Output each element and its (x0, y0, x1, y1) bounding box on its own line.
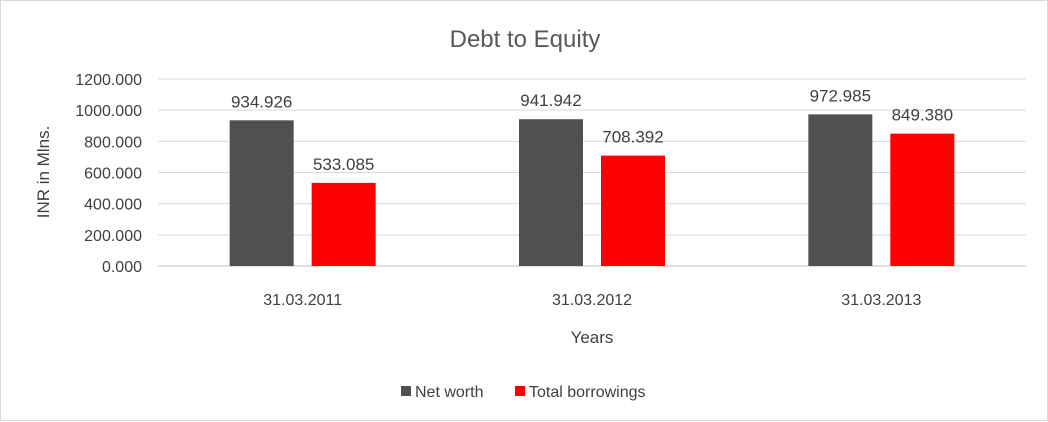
chart-title: Debt to Equity (450, 26, 601, 53)
y-tick-label: 600.000 (84, 166, 142, 183)
legend-swatch (515, 386, 525, 396)
y-axis-title: INR in Mlns. (34, 126, 53, 219)
legend-label: Net worth (415, 384, 483, 401)
legend: Net worth Total borrowings (401, 384, 646, 401)
y-tick-label: 1000.000 (75, 103, 142, 120)
x-axis-ticks: 31.03.2011 31.03.2012 31.03.2013 (263, 292, 921, 309)
data-label: 941.942 (520, 91, 581, 110)
data-label: 972.985 (810, 86, 871, 105)
bar-net-worth (229, 120, 294, 266)
y-axis-ticks: 0.000 200.000 400.000 600.000 800.000 1000.00… (75, 72, 142, 276)
bar-net-worth (808, 114, 873, 267)
bar-total-borrowings (601, 155, 665, 266)
legend-label: Total borrowings (529, 384, 646, 401)
bar-total-borrowings (311, 182, 376, 266)
x-axis-title: Years (571, 328, 614, 347)
data-label: 849.380 (892, 106, 953, 125)
gridlines (158, 78, 1026, 267)
x-tick-label: 31.03.2012 (552, 292, 632, 309)
y-tick-label: 400.000 (84, 197, 142, 214)
bars: 934.926 533.085 941.942 708.392 972.985 849.3… (229, 86, 955, 267)
data-label: 708.392 (602, 128, 663, 147)
x-tick-label: 31.03.2013 (841, 292, 921, 309)
bar-net-worth (519, 119, 583, 266)
y-tick-label: 1200.000 (75, 72, 142, 89)
x-tick-label: 31.03.2011 (263, 292, 342, 309)
y-tick-label: 200.000 (84, 228, 142, 245)
data-label: 533.085 (313, 155, 374, 174)
y-tick-label: 800.000 (84, 134, 142, 151)
bar-total-borrowings (890, 133, 955, 266)
y-tick-label: 0.000 (102, 259, 142, 276)
data-label: 934.926 (231, 92, 292, 111)
legend-swatch (401, 386, 411, 396)
